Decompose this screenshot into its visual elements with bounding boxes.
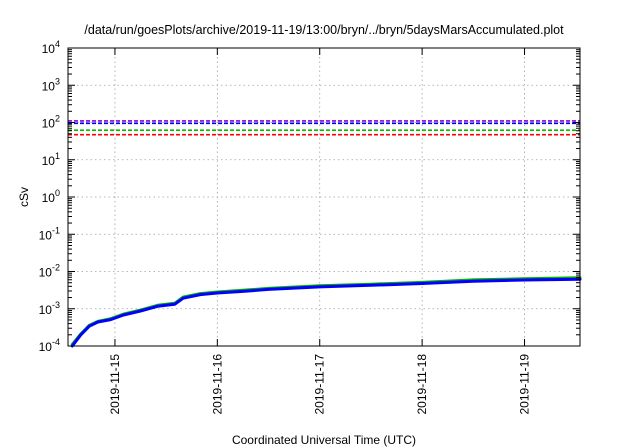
y-tick-label: 10-3: [39, 300, 60, 317]
y-tick-label: 100: [42, 188, 60, 205]
x-tick-label: 2019-11-18: [415, 354, 429, 415]
axis-ticks: 10-4 10-3 10-2 10-1 100 101 102 103 104 2019-11-1…: [39, 39, 580, 415]
x-tick-label: 2019-11-16: [210, 354, 224, 415]
chart-title: /data/run/goesPlots/archive/2019-11-19/1…: [84, 23, 564, 37]
plot-frame: [67, 47, 581, 347]
series-lines: [70, 276, 582, 348]
x-tick-label: 2019-11-17: [313, 354, 327, 415]
y-tick-label: 10-4: [39, 337, 60, 354]
y-tick-label: 10-2: [39, 263, 60, 280]
x-axis-label: Coordinated Universal Time (UTC): [232, 433, 416, 447]
reference-lines: [68, 120, 580, 136]
x-tick-label: 2019-11-15: [108, 354, 122, 415]
y-tick-label: 102: [42, 114, 60, 131]
series-line: [70, 277, 582, 348]
y-tick-label: 101: [42, 151, 60, 168]
y-axis-label: cSv: [17, 187, 31, 207]
grid: [68, 48, 580, 346]
y-tick-label: 10-1: [39, 225, 60, 242]
x-tick-label: 2019-11-19: [518, 354, 532, 415]
y-tick-label: 104: [42, 39, 60, 56]
y-tick-label: 103: [42, 76, 60, 93]
